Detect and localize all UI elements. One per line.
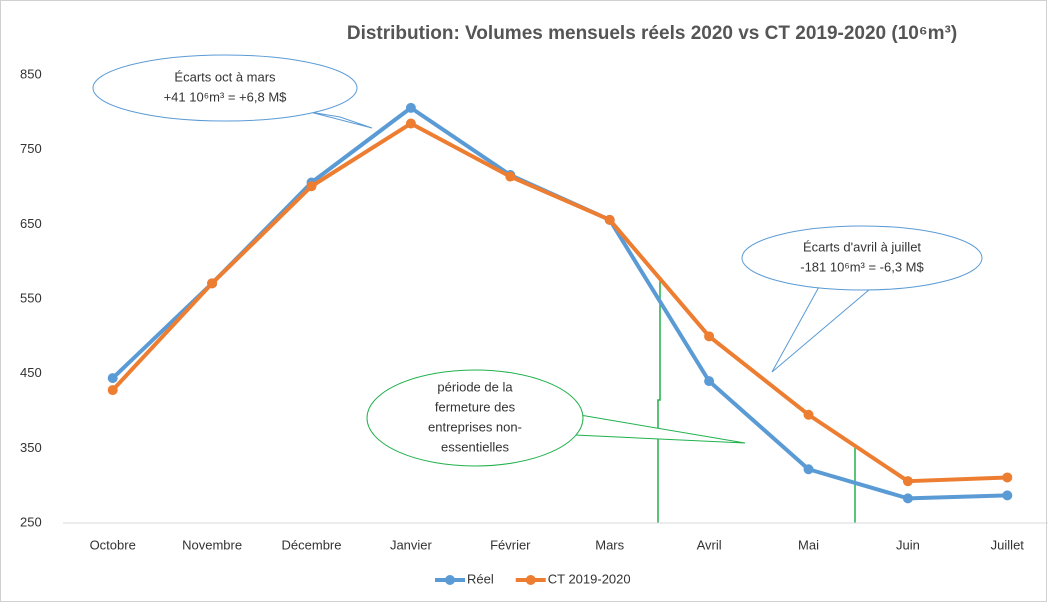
callout — [366, 369, 584, 467]
callout-text: -181 10⁶m³ = -6,3 M$ — [800, 259, 924, 274]
y-tick-label: 350 — [20, 440, 42, 455]
callout-text: +41 10⁶m³ = +6,8 M$ — [164, 89, 288, 104]
callout-tail — [309, 111, 373, 129]
y-tick-label: 650 — [20, 216, 42, 231]
point — [1002, 472, 1013, 483]
point — [306, 181, 317, 192]
x-tick-label: Avril — [697, 537, 722, 552]
point — [704, 376, 715, 387]
point — [902, 493, 913, 504]
callout — [92, 54, 358, 122]
point — [207, 278, 218, 289]
x-tick-label: Février — [490, 537, 531, 552]
chart-title: Distribution: Volumes mensuels réels 202… — [347, 23, 957, 44]
point — [405, 102, 416, 113]
callout-text: entreprises non- — [428, 419, 522, 434]
callout-text: Écarts d'avril à juillet — [803, 239, 921, 254]
x-tick-label: Mars — [595, 537, 624, 552]
x-tick-label: Juin — [896, 537, 920, 552]
callout-text: essentielles — [441, 439, 509, 454]
y-tick-label: 850 — [20, 66, 42, 81]
point — [505, 171, 516, 182]
legend-label: Réel — [467, 571, 494, 586]
point — [1002, 490, 1013, 501]
x-tick-label: Octobre — [90, 537, 136, 552]
point — [704, 331, 715, 342]
point — [107, 385, 118, 396]
y-tick-label: 550 — [20, 290, 42, 305]
point — [604, 214, 615, 225]
period-marker — [657, 278, 661, 523]
point — [803, 409, 814, 420]
callout — [741, 225, 983, 291]
point — [405, 118, 416, 129]
y-tick-label: 450 — [20, 365, 42, 380]
legend-marker — [445, 575, 455, 585]
y-tick-label: 750 — [20, 141, 42, 156]
legend-label: CT 2019-2020 — [548, 571, 631, 586]
legend-marker — [525, 575, 536, 585]
callout-text: période de la — [437, 379, 513, 394]
x-tick-label: Mai — [798, 537, 819, 552]
point — [107, 373, 118, 384]
x-tick-label: Décembre — [282, 537, 342, 552]
callout-text: Écarts oct à mars — [174, 69, 276, 84]
x-tick-label: Juillet — [991, 537, 1025, 552]
x-tick-label: Novembre — [182, 537, 242, 552]
callout-text: fermeture des — [435, 399, 516, 414]
x-tick-label: Janvier — [390, 537, 433, 552]
y-tick-label: 250 — [20, 514, 42, 529]
point — [902, 476, 913, 487]
series-line — [111, 121, 1008, 484]
point — [803, 464, 814, 475]
